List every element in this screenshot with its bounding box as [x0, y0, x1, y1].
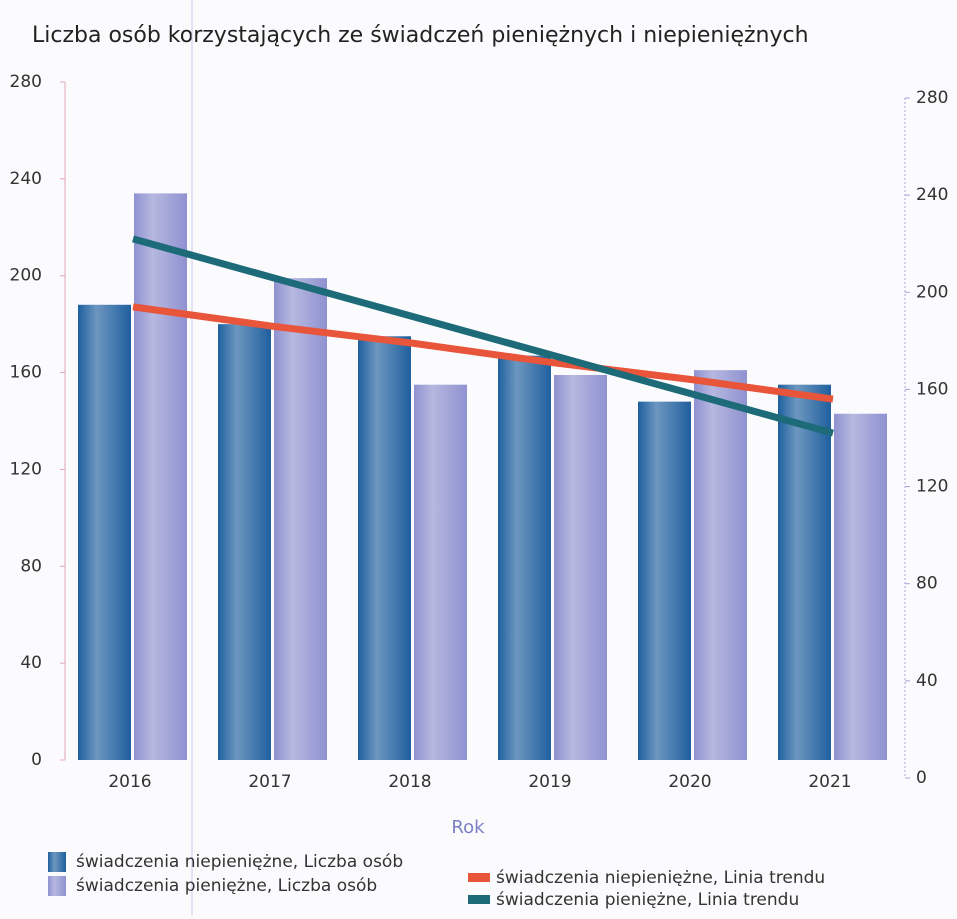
bar: [358, 336, 411, 760]
trend-line: [132, 303, 834, 403]
x-tick-label: 2021: [808, 772, 851, 792]
bar: [554, 374, 607, 760]
y2-tick-label: 0: [916, 768, 927, 788]
y-tick-label: 80: [20, 556, 42, 576]
y-tick-label: 160: [10, 363, 42, 383]
x-tick-label: 2017: [248, 772, 291, 792]
y2-tick-label: 160: [916, 379, 948, 399]
y-tick-label: 200: [10, 266, 42, 286]
bar: [638, 401, 691, 760]
y2-tick-label: 120: [916, 477, 948, 497]
y2-tick-label: 200: [916, 282, 948, 302]
legend-label: świadczenia pieniężne, Linia trendu: [496, 890, 799, 910]
y2-tick-label: 280: [916, 88, 948, 108]
y2-tick-label: 80: [916, 574, 938, 594]
legend-swatch: [468, 895, 490, 904]
bar: [414, 384, 467, 760]
bar: [834, 413, 887, 760]
x-tick-label: 2019: [528, 772, 571, 792]
x-tick-label: 2016: [108, 772, 151, 792]
y2-tick-label: 240: [916, 185, 948, 205]
y-tick-label: 40: [20, 653, 42, 673]
legend-label: świadczenia niepieniężne, Linia trendu: [496, 868, 825, 888]
x-tick-label: 2018: [388, 772, 431, 792]
trend-line: [132, 235, 834, 437]
chart-title: Liczba osób korzystających ze świadczeń …: [32, 23, 809, 48]
bar: [218, 324, 271, 760]
bar: [498, 355, 551, 760]
legend-swatch: [468, 873, 490, 882]
y2-tick-label: 40: [916, 671, 938, 691]
bar: [778, 384, 831, 760]
y-tick-label: 280: [10, 72, 42, 92]
legend-label: świadczenia pieniężne, Liczba osób: [76, 876, 377, 896]
bar: [694, 370, 747, 760]
x-tick-label: 2020: [668, 772, 711, 792]
legend-swatch: [48, 852, 66, 872]
y-tick-label: 0: [31, 750, 42, 770]
x-axis-label: Rok: [451, 817, 485, 838]
legend-swatch: [48, 876, 66, 896]
y-tick-label: 240: [10, 169, 42, 189]
legend-label: świadczenia niepieniężne, Liczba osób: [76, 852, 403, 872]
bar: [274, 278, 327, 760]
bar: [134, 193, 187, 760]
bar: [78, 304, 131, 760]
y-tick-label: 120: [10, 459, 42, 479]
